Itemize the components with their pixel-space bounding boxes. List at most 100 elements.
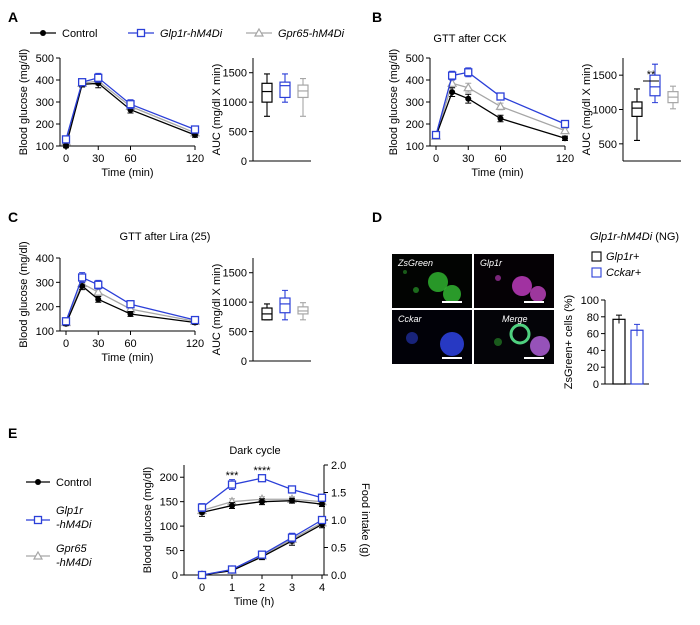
chart-e: 0 50 100 150 200 Blood glucose (mg/dl) 0.0 0.5 1… [142,460,371,608]
B-auc-left-tick-label-0: 500 [599,139,617,151]
A-gtt-point-glp1r-hm4di-0 [61,135,71,144]
E-glucose-food-point-glp1r-hm4di-0 [197,570,207,580]
D-bar-bar-cckar [630,329,644,385]
micro-label-zsgreen: ZsGreen [397,258,433,268]
E-glucose-food-line-glp1r-hm4di [201,519,323,576]
D-bar-bar-glp1r [612,318,626,385]
B-gtt-left-tick-label-4: 500 [406,53,424,65]
E-glucose-food-point-glp1r-hm4di-2 [257,550,267,559]
B-gtt-point-glp1r-hm4di-4 [560,119,570,129]
A-auc-left-tick-label-2: 1000 [223,97,247,109]
legend-control: Control [62,28,97,40]
B-gtt-point-gpr65-hm4di-3 [495,101,506,110]
panel-label-b: B [372,9,382,25]
E-glucose-glucose-point-control-4 [319,501,325,508]
A-gtt-left-tick-label-0: 100 [36,141,54,153]
A-auc-left-tick-label-1: 500 [229,127,247,139]
C-auc-whisker-glp1r-hm4di [282,289,288,321]
C-gtt-left-tick-label-1: 200 [36,302,54,314]
A-gtt-x-tick-label-1: 30 [92,153,104,165]
B-auc-left-tick-label-2: 1500 [593,70,617,82]
panel-label-d: D [372,209,382,225]
sig-e2: **** [253,465,271,477]
A-gtt-point-control-0 [63,143,69,149]
C-auc-whisker-gpr65-hm4di [300,302,306,321]
B-gtt-point-glp1r-hm4di-3 [496,92,505,101]
E-glucose-left-tick-label-1: 50 [166,546,178,558]
B-gtt-left-tick-label-1: 200 [406,119,424,131]
D-bar-err-cckar [634,323,640,337]
A-gtt-left-axis-label: Blood glucose (mg/dl) [18,49,30,155]
E-glucose-left-tick-label-2: 100 [160,521,178,533]
C-gtt-left-tick-label-2: 300 [36,277,54,289]
legend-top: Control Glp1r-hM4Di Gpr65-hM4Di [30,27,345,40]
D-bar-err-glp1r [616,314,622,324]
B-gtt-point-gpr65-hm4di-2 [463,82,474,92]
legend-d: Glp1r+ Cckar+ [591,251,642,279]
E-glucose-glucose-point-control-2 [259,498,265,505]
micro-label-cckar: Cckar [398,314,423,324]
E-glucose-left-tick-label-0: 0 [172,570,178,582]
E-glucose-food-point-glp1r-hm4di-1 [227,565,237,574]
B-gtt-point-control-2 [465,95,472,102]
E-glucose-left-tick-label-3: 150 [160,497,178,509]
sig-e1: *** [226,470,240,482]
sig-b-stars: ** [647,69,656,81]
C-gtt-left-axis-label: Blood glucose (mg/dl) [18,241,30,347]
B-gtt-left-tick-label-3: 400 [406,75,424,87]
legend-d-cckar-swatch [591,267,602,278]
A-auc-whisker-gpr65-hm4di [300,78,306,117]
A-auc-whisker-glp1r-hm4di [282,73,288,103]
legend-glp1r: Glp1r-hM4Di [160,28,223,40]
legend-d-glp1r: Glp1r+ [606,251,640,263]
E-glucose-food-point-glp1r-hm4di-3 [287,533,297,542]
E-glucose-right-tick-label-1: 0.5 [331,543,346,555]
title-d-main: Glp1r-hM4Di [590,231,653,243]
C-gtt-point-glp1r-hm4di-0 [61,317,71,326]
B-gtt-left-tick-label-0: 100 [406,141,424,153]
E-glucose-glucose-point-control-1 [229,502,235,509]
D-bar-left-tick-label-4: 80 [587,312,599,324]
panel-label-c: C [8,209,18,225]
A-auc-whisker-control [264,73,270,117]
micro-zsgreen: ZsGreen [392,254,472,308]
legend-control-marker [40,30,46,36]
micro-label-merge: Merge [502,314,528,324]
C-auc-box-glp1r-hm4di [279,297,291,314]
title-e: Dark cycle [229,445,280,457]
legend-e-glp1r-1: Glp1r [56,505,84,517]
E-glucose-x-tick-label-4: 4 [319,582,325,594]
C-auc-left-tick-label-2: 1000 [223,297,247,309]
B-auc-box-glp1r-hm4di [649,74,661,97]
title-b: GTT after CCK [433,33,507,45]
legend-gpr65: Gpr65-hM4Di [278,28,345,40]
C-gtt-x-tick-label-3: 120 [186,338,204,350]
micro-merge: Merge [474,310,554,364]
E-glucose-glucose-point-glp1r-hm4di-3 [287,485,297,494]
A-gtt-left-tick-label-3: 400 [36,75,54,87]
A-gtt-x-tick-label-3: 120 [186,153,204,165]
D-bar-left-tick-label-2: 40 [587,345,599,357]
B-gtt-x-tick-label-0: 0 [433,153,439,165]
legend-glp1r-marker [136,28,146,38]
C-auc-left-tick-label-1: 500 [229,327,247,339]
B-gtt-x-axis-label: Time (min) [471,167,523,179]
A-gtt-left-tick-label-4: 500 [36,53,54,65]
C-gtt-point-glp1r-hm4di-3 [126,300,135,309]
A-auc-left-tick-label-3: 1500 [223,68,247,80]
D-bar-left-axis-label: ZsGreen+ cells (%) [563,295,575,389]
A-gtt-point-glp1r-hm4di-1 [77,78,87,87]
legend-gpr65-marker [253,27,265,37]
A-gtt-x-tick-label-0: 0 [63,153,69,165]
micro-label-glp1r: Glp1r [480,258,503,268]
A-auc-box-glp1r-hm4di [279,81,291,99]
B-auc-whisker-control [634,88,640,141]
E-glucose-right-tick-label-4: 2.0 [331,460,346,472]
E-glucose-right-tick-label-3: 1.5 [331,488,346,500]
E-glucose-food-point-glp1r-hm4di-4 [317,515,327,525]
E-glucose-glucose-point-glp1r-hm4di-2 [257,474,267,483]
E-glucose-left-axis-label: Blood glucose (mg/dl) [142,467,154,573]
A-gtt-x-tick-label-2: 60 [124,153,136,165]
